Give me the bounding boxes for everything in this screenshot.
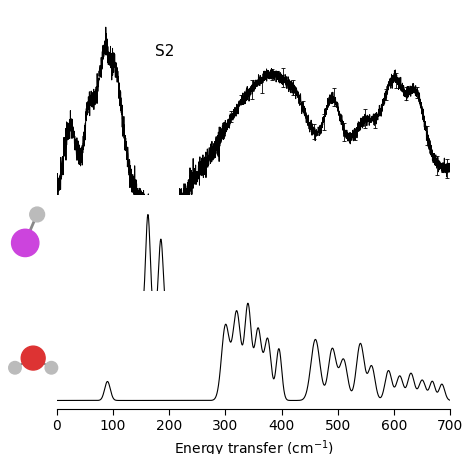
Circle shape <box>11 229 39 257</box>
X-axis label: Energy transfer (cm$^{-1}$): Energy transfer (cm$^{-1}$) <box>173 439 334 454</box>
Circle shape <box>30 207 45 222</box>
Circle shape <box>21 346 45 370</box>
Circle shape <box>45 361 58 374</box>
Circle shape <box>9 361 21 374</box>
Text: S2: S2 <box>155 44 174 59</box>
